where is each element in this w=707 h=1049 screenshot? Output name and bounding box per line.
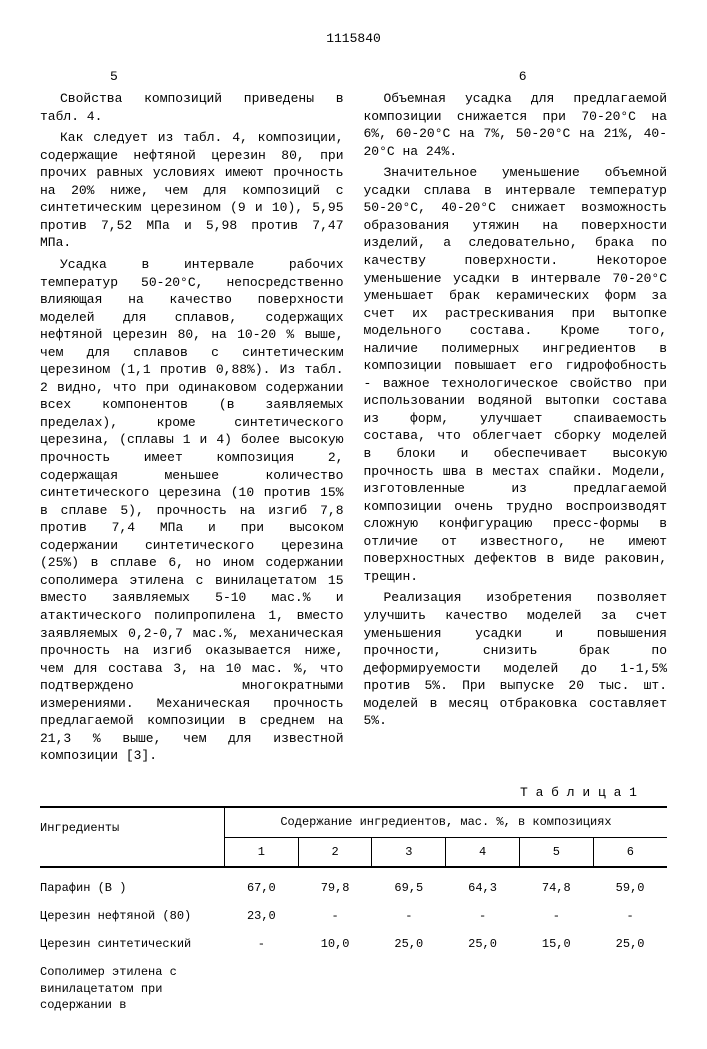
- left-column: Свойства композиций приведены в табл. 4.…: [40, 90, 344, 769]
- cell: [225, 958, 299, 1019]
- th-col-5: 5: [519, 837, 593, 867]
- row-label-0: Парафин (В ): [40, 874, 225, 902]
- cell: -: [225, 930, 299, 958]
- th-col-4: 4: [446, 837, 520, 867]
- cell: -: [446, 902, 520, 930]
- cell: 69,5: [372, 874, 446, 902]
- cell: [372, 958, 446, 1019]
- ingredients-table: Ингредиенты Содержание ингредиентов, мас…: [40, 806, 667, 1019]
- cell: -: [298, 902, 372, 930]
- th-col-1: 1: [225, 837, 299, 867]
- left-p3: Усадка в интервале рабочих температур 50…: [40, 256, 344, 765]
- cell: 67,0: [225, 874, 299, 902]
- left-col-number: 5: [40, 68, 341, 86]
- table-row: Церезин синтетический - 10,0 25,0 25,0 1…: [40, 930, 667, 958]
- right-p2: Значительное уменьшение объемной усадки …: [364, 164, 668, 585]
- table-row: Сополимер этилена с винилацетатом при со…: [40, 958, 667, 1019]
- th-ingredients: Ингредиенты: [40, 807, 225, 866]
- cell: 74,8: [519, 874, 593, 902]
- cell: -: [593, 902, 667, 930]
- right-col-number: 6: [349, 68, 650, 86]
- table-row: Парафин (В ) 67,0 79,8 69,5 64,3 74,8 59…: [40, 874, 667, 902]
- row-label-1: Церезин нефтяной (80): [40, 902, 225, 930]
- cell: 25,0: [593, 930, 667, 958]
- left-p2: Как следует из табл. 4, композиции, соде…: [40, 129, 344, 252]
- th-col-3: 3: [372, 837, 446, 867]
- right-p1: Объемная усадка для предлагаемой компози…: [364, 90, 668, 160]
- right-p3: Реализация изобретения позволяет улучшит…: [364, 589, 668, 729]
- cell: 64,3: [446, 874, 520, 902]
- cell: [298, 958, 372, 1019]
- cell: 25,0: [372, 930, 446, 958]
- cell: [593, 958, 667, 1019]
- page-number: 1115840: [40, 30, 667, 48]
- cell: 59,0: [593, 874, 667, 902]
- cell: 10,0: [298, 930, 372, 958]
- cell: 25,0: [446, 930, 520, 958]
- th-col-2: 2: [298, 837, 372, 867]
- cell: [519, 958, 593, 1019]
- two-column-text: Свойства композиций приведены в табл. 4.…: [40, 90, 667, 769]
- table-label: Т а б л и ц а 1: [40, 784, 667, 802]
- cell: 79,8: [298, 874, 372, 902]
- row-label-2: Церезин синтетический: [40, 930, 225, 958]
- right-column: Объемная усадка для предлагаемой компози…: [364, 90, 668, 769]
- cell: -: [372, 902, 446, 930]
- cell: -: [519, 902, 593, 930]
- left-p1: Свойства композиций приведены в табл. 4.: [40, 90, 344, 125]
- table-row: Церезин нефтяной (80) 23,0 - - - - -: [40, 902, 667, 930]
- cell: [446, 958, 520, 1019]
- cell: 23,0: [225, 902, 299, 930]
- th-col-6: 6: [593, 837, 667, 867]
- th-content: Содержание ингредиентов, мас. %, в компо…: [225, 807, 668, 837]
- cell: 15,0: [519, 930, 593, 958]
- row-label-3: Сополимер этилена с винилацетатом при со…: [40, 958, 225, 1019]
